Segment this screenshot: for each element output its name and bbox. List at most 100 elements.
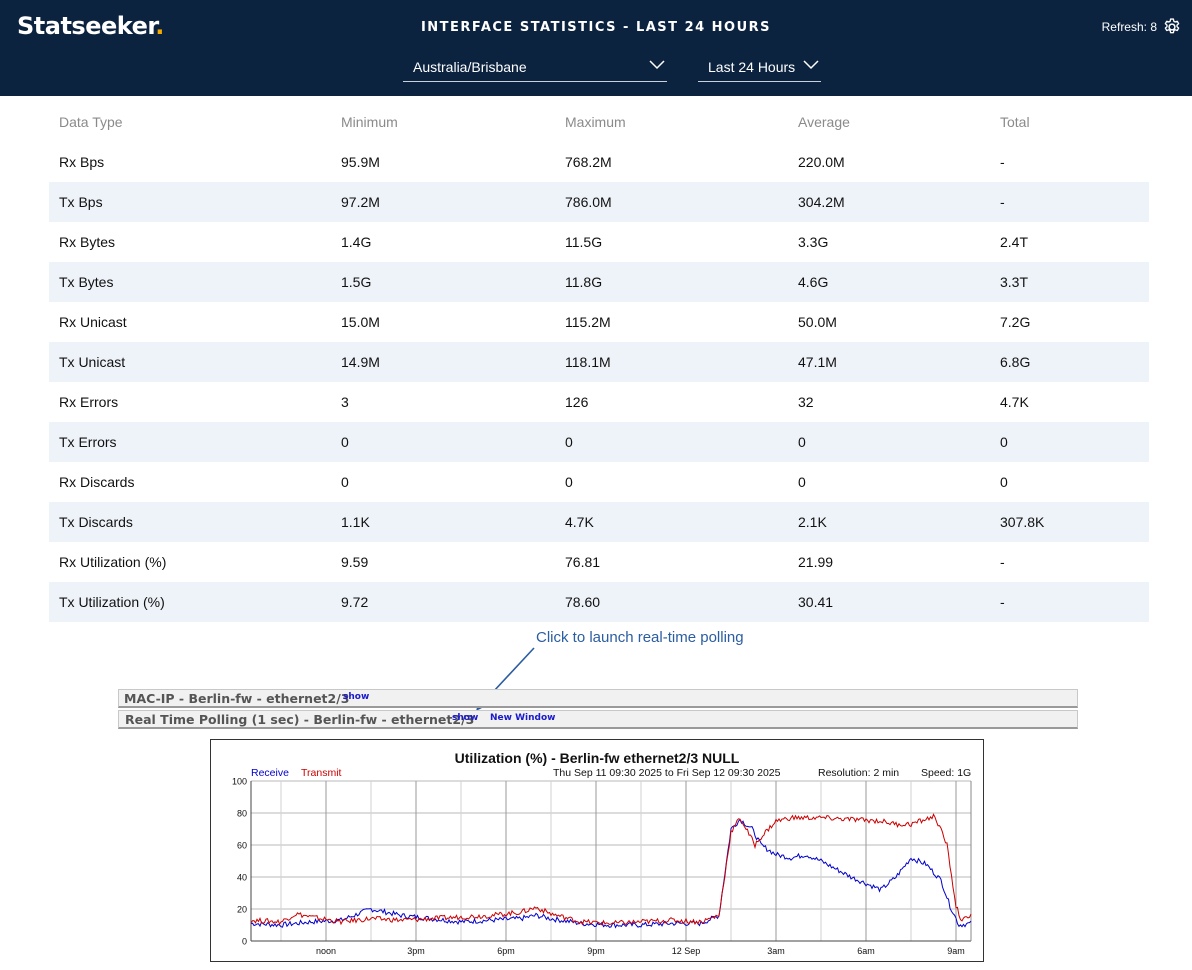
chart-title: Utilization (%) - Berlin-fw ethernet2/3 … <box>455 750 740 766</box>
value-cell: 768.2M <box>565 154 612 170</box>
table-row: Rx Unicast 15.0M 115.2M 50.0M 7.2G <box>49 302 1149 342</box>
data-type-cell: Tx Errors <box>49 422 331 462</box>
table-header-row: Data Type Minimum Maximum Average Total <box>49 102 1149 142</box>
value-cell: 0 <box>990 422 1149 462</box>
mac-ip-section: MAC-IP - Berlin-fw - ethernet2/3 show <box>118 689 1078 708</box>
mac-ip-show-link[interactable]: show <box>343 692 370 702</box>
app-header: Statseeker. INTERFACE STATISTICS - LAST … <box>0 0 1192 96</box>
table-row: Rx Errors 3 126 32 4.7K <box>49 382 1149 422</box>
value-cell: 307.8K <box>990 502 1149 542</box>
new-window-link[interactable]: New Window <box>490 713 556 723</box>
series-line-receive <box>250 818 972 929</box>
y-tick-label: 20 <box>237 905 247 915</box>
data-type-cell: Rx Unicast <box>59 314 127 330</box>
value-cell: 0 <box>341 474 349 490</box>
value-cell: 2.1K <box>788 502 990 542</box>
x-tick-label: 3am <box>767 946 785 956</box>
value-cell: 15.0M <box>341 314 380 330</box>
value-cell: 97.2M <box>331 182 555 222</box>
value-cell: 11.5G <box>565 234 603 250</box>
timezone-value: Australia/Brisbane <box>413 59 527 75</box>
data-type-cell: Rx Discards <box>59 474 135 490</box>
data-type-cell: Tx Bytes <box>49 262 331 302</box>
column-header: Average <box>798 114 850 130</box>
value-cell: 0 <box>1000 474 1008 490</box>
value-cell: - <box>1000 154 1005 170</box>
chart-resolution: Resolution: 2 min <box>818 767 899 779</box>
time-range-value: Last 24 Hours <box>708 59 796 75</box>
y-tick-label: 0 <box>242 937 247 947</box>
table-body: Rx Bps 95.9M 768.2M 220.0M - Tx Bps 97.2M 786.0… <box>49 142 1149 622</box>
value-cell: - <box>990 582 1149 622</box>
gear-icon[interactable] <box>1162 17 1182 37</box>
table-row: Rx Bps 95.9M 768.2M 220.0M - <box>49 142 1149 182</box>
value-cell: 4.7K <box>555 502 788 542</box>
value-cell: 7.2G <box>1000 314 1031 330</box>
value-cell: 4.7K <box>1000 394 1029 410</box>
table-row: Tx Errors 0 0 0 0 <box>49 422 1149 462</box>
value-cell: 786.0M <box>555 182 788 222</box>
y-tick-label: 60 <box>237 841 247 851</box>
utilization-chart: Utilization (%) - Berlin-fw ethernet2/3 … <box>210 739 984 962</box>
chevron-down-icon <box>649 60 665 70</box>
value-cell: 3 <box>341 394 349 410</box>
realtime-show-link[interactable]: show <box>452 713 479 723</box>
value-cell: 14.9M <box>331 342 555 382</box>
data-type-cell: Rx Errors <box>59 394 119 410</box>
table-row: Rx Discards 0 0 0 0 <box>49 462 1149 502</box>
section-title: MAC-IP - Berlin-fw - ethernet2/3 <box>124 691 350 706</box>
value-cell: 78.60 <box>555 582 788 622</box>
x-tick-label: 9am <box>947 946 965 956</box>
statistics-table: Data Type Minimum Maximum Average Total … <box>49 102 1149 622</box>
value-cell: 3.3G <box>798 234 829 250</box>
value-cell: 1.4G <box>341 234 372 250</box>
value-cell: 6.8G <box>990 342 1149 382</box>
value-cell: 50.0M <box>798 314 837 330</box>
x-tick-label: 12 Sep <box>672 946 701 956</box>
value-cell: 9.59 <box>341 554 369 570</box>
value-cell: 2.4T <box>1000 234 1029 250</box>
value-cell: 11.8G <box>555 262 788 302</box>
table-row: Tx Unicast 14.9M 118.1M 47.1M 6.8G <box>49 342 1149 382</box>
statseeker-logo[interactable]: Statseeker. <box>17 12 164 40</box>
value-cell: 0 <box>555 422 788 462</box>
refresh-label: Refresh: 8 <box>1101 20 1157 34</box>
chart-subtitle: Thu Sep 11 09:30 2025 to Fri Sep 12 09:3… <box>553 767 781 779</box>
column-header: Minimum <box>341 114 398 130</box>
table-row: Tx Bytes 1.5G 11.8G 4.6G 3.3T <box>49 262 1149 302</box>
value-cell: 0 <box>565 474 573 490</box>
value-cell: 76.81 <box>565 554 601 570</box>
value-cell: 0 <box>798 474 806 490</box>
table-row: Tx Bps 97.2M 786.0M 304.2M - <box>49 182 1149 222</box>
value-cell: 3.3T <box>990 262 1149 302</box>
value-cell: - <box>1000 554 1005 570</box>
section-title: Real Time Polling (1 sec) - Berlin-fw - … <box>125 712 475 727</box>
value-cell: 118.1M <box>555 342 788 382</box>
refresh-control[interactable]: Refresh: 8 <box>1102 17 1182 37</box>
data-type-cell: Rx Bps <box>59 154 105 170</box>
data-type-cell: Rx Bytes <box>59 234 116 250</box>
time-range-select[interactable]: Last 24 Hours <box>698 56 821 82</box>
table-row: Rx Utilization (%) 9.59 76.81 21.99 - <box>49 542 1149 582</box>
column-header: Data Type <box>59 114 123 130</box>
data-type-cell: Rx Utilization (%) <box>59 554 167 570</box>
data-type-cell: Tx Unicast <box>49 342 331 382</box>
value-cell: 21.99 <box>798 554 834 570</box>
value-cell: 304.2M <box>788 182 990 222</box>
value-cell: 32 <box>798 394 814 410</box>
data-type-cell: Tx Utilization (%) <box>49 582 331 622</box>
timezone-select[interactable]: Australia/Brisbane <box>403 56 667 82</box>
chart-speed: Speed: 1G <box>921 767 971 779</box>
x-tick-label: 9pm <box>587 946 605 956</box>
column-header: Total <box>1000 114 1030 130</box>
data-type-cell: Tx Discards <box>49 502 331 542</box>
realtime-polling-section: Real Time Polling (1 sec) - Berlin-fw - … <box>118 710 1078 729</box>
legend-receive: Receive <box>251 767 289 779</box>
table-row: Tx Utilization (%) 9.72 78.60 30.41- <box>49 582 1149 622</box>
value-cell: 1.5G <box>331 262 555 302</box>
x-tick-label: 6am <box>857 946 875 956</box>
value-cell: 47.1M <box>788 342 990 382</box>
table-row: Tx Discards 1.1K 4.7K 2.1K 307.8K <box>49 502 1149 542</box>
value-cell: 4.6G <box>788 262 990 302</box>
y-tick-label: 100 <box>232 777 247 787</box>
